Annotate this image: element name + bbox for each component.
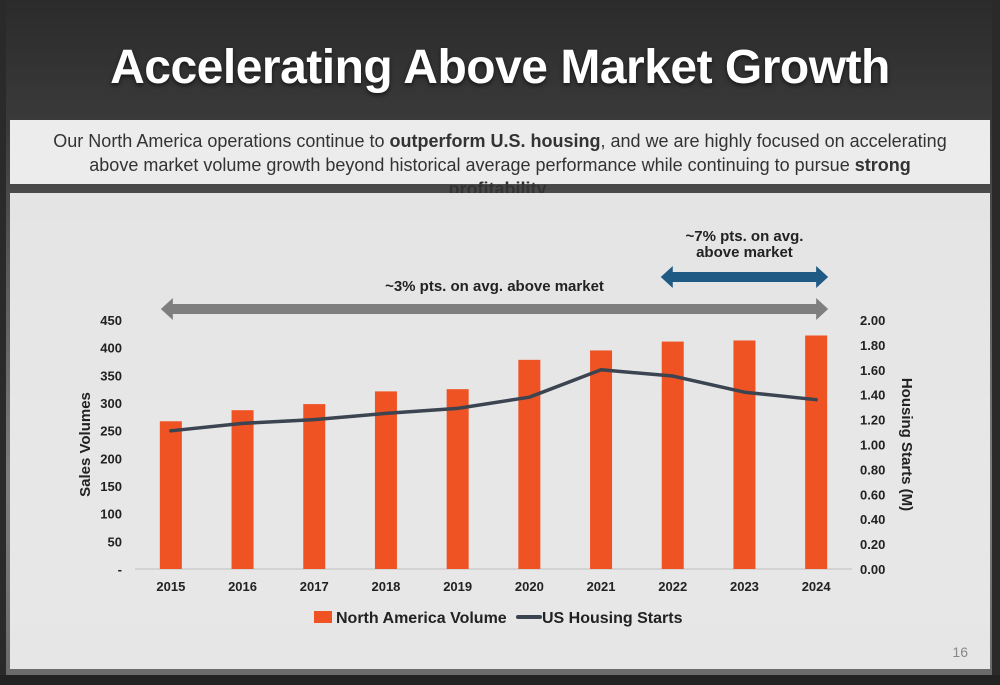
y2-tick-label: 0.20 xyxy=(860,537,885,552)
x-tick-label: 2015 xyxy=(156,579,185,594)
x-tick-label: 2016 xyxy=(228,579,257,594)
y2-tick-label: 1.40 xyxy=(860,388,885,403)
x-tick-label: 2017 xyxy=(300,579,329,594)
subtitle-text-2: , and we are highly focused on accelerat… xyxy=(89,131,947,175)
y-tick-label: 200 xyxy=(100,451,122,466)
legend-swatch-bar xyxy=(314,611,332,623)
y2-tick-label: 0.00 xyxy=(860,562,885,577)
subtitle-text-3: . xyxy=(546,179,552,199)
y-tick-label: 350 xyxy=(100,368,122,383)
y2-tick-label: 1.00 xyxy=(860,438,885,453)
x-tick-label: 2022 xyxy=(658,579,687,594)
bar-2015 xyxy=(159,421,182,569)
y-tick-label: 300 xyxy=(100,396,122,411)
above-market-arrow-blue xyxy=(660,266,829,288)
combo-chart: - 50 100 150 200 250 300 350 400 450 0.00 0.20 0.40 0… xyxy=(77,228,915,627)
y2-tick-label: 1.20 xyxy=(860,413,885,428)
subtitle-text-1: Our North America operations continue to xyxy=(53,131,390,151)
chart-panel: - 50 100 150 200 250 300 350 400 450 0.00 0.20 0.40 0… xyxy=(10,193,990,669)
legend-label-line: US Housing Starts xyxy=(542,610,683,627)
above-market-arrow-gray xyxy=(160,298,829,320)
page-number: 16 xyxy=(952,644,968,660)
y2-tick-label: 1.80 xyxy=(860,338,885,353)
above-market-label-gray: ~3% pts. on avg. above market xyxy=(385,278,604,295)
y-tick-label: 100 xyxy=(100,507,122,522)
bar-2024 xyxy=(805,335,828,569)
frame-bottom xyxy=(0,675,1000,685)
y-axis-title: Sales Volumes xyxy=(77,392,94,497)
subtitle-box: Our North America operations continue to… xyxy=(10,120,990,199)
bar-2023 xyxy=(733,340,756,569)
x-tick-label: 2023 xyxy=(730,579,759,594)
y2-tick-label: 2.00 xyxy=(860,313,885,328)
above-market-label-blue-line2: above market xyxy=(696,244,793,261)
housing-starts-line xyxy=(169,368,818,433)
bar-2019 xyxy=(446,389,469,569)
y2-axis-title: Housing Starts (M) xyxy=(898,378,915,511)
x-tick-label: 2018 xyxy=(371,579,400,594)
bar-2022 xyxy=(661,341,684,569)
y-tick-label: 400 xyxy=(100,341,122,356)
legend-label-bar: North America Volume xyxy=(336,610,507,627)
bar-2016 xyxy=(231,410,254,569)
y-tick-label: 150 xyxy=(100,479,122,494)
y-tick-label: 250 xyxy=(100,424,122,439)
slide-title: Accelerating Above Market Growth xyxy=(110,41,890,94)
x-tick-label: 2019 xyxy=(443,579,472,594)
bar-2020 xyxy=(518,359,541,569)
frame-right xyxy=(992,0,1000,685)
y2-tick-label: 0.60 xyxy=(860,487,885,502)
y2-tick-label: 1.60 xyxy=(860,363,885,378)
x-tick-label: 2021 xyxy=(587,579,616,594)
bar-2021 xyxy=(590,350,613,569)
bar-2018 xyxy=(374,391,397,569)
y-tick-label: - xyxy=(118,562,122,577)
y-tick-label: 450 xyxy=(100,313,122,328)
y2-tick-label: 0.40 xyxy=(860,512,885,527)
y-tick-label: 50 xyxy=(108,534,122,549)
x-tick-label: 2020 xyxy=(515,579,544,594)
x-tick-label: 2024 xyxy=(802,579,832,594)
frame-left xyxy=(0,0,6,685)
bar-2017 xyxy=(303,404,326,569)
y2-tick-label: 0.80 xyxy=(860,462,885,477)
above-market-label-blue-line1: ~7% pts. on avg. xyxy=(685,228,803,245)
subtitle-bold-1: outperform U.S. housing xyxy=(389,131,601,151)
